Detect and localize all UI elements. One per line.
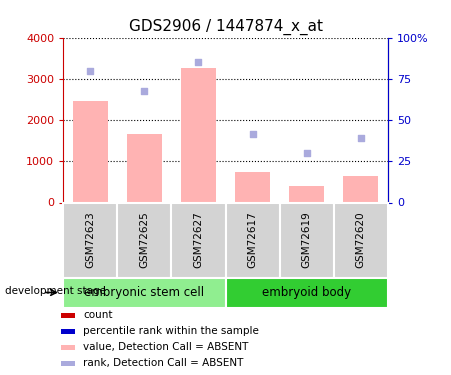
Bar xyxy=(289,186,324,202)
Bar xyxy=(226,202,280,278)
Text: embryonic stem cell: embryonic stem cell xyxy=(84,286,204,299)
Text: GSM72623: GSM72623 xyxy=(85,211,95,268)
Bar xyxy=(181,68,216,203)
Bar xyxy=(226,278,388,308)
Bar xyxy=(63,202,117,278)
Bar xyxy=(61,329,75,334)
Bar xyxy=(117,202,171,278)
Text: embryoid body: embryoid body xyxy=(262,286,351,299)
Point xyxy=(87,68,94,74)
Text: value, Detection Call = ABSENT: value, Detection Call = ABSENT xyxy=(83,342,249,352)
Text: count: count xyxy=(83,310,113,321)
Bar xyxy=(280,202,334,278)
Text: development stage: development stage xyxy=(5,286,106,296)
Bar xyxy=(235,172,270,202)
Bar xyxy=(61,313,75,318)
Point xyxy=(195,59,202,65)
Point xyxy=(249,132,256,138)
Bar xyxy=(334,202,388,278)
Text: rank, Detection Call = ABSENT: rank, Detection Call = ABSENT xyxy=(83,358,244,368)
Point xyxy=(357,135,364,141)
Text: percentile rank within the sample: percentile rank within the sample xyxy=(83,326,259,336)
Text: GSM72620: GSM72620 xyxy=(356,211,366,268)
Bar xyxy=(73,102,108,202)
Bar xyxy=(63,278,226,308)
Bar xyxy=(343,176,378,202)
Text: GSM72625: GSM72625 xyxy=(139,211,149,268)
Title: GDS2906 / 1447874_x_at: GDS2906 / 1447874_x_at xyxy=(129,18,322,35)
Text: GSM72617: GSM72617 xyxy=(248,211,258,268)
Text: GSM72619: GSM72619 xyxy=(302,211,312,268)
Bar xyxy=(171,202,226,278)
Bar xyxy=(127,135,162,202)
Bar xyxy=(61,361,75,366)
Text: GSM72627: GSM72627 xyxy=(193,211,203,268)
Bar xyxy=(61,345,75,350)
Point xyxy=(141,88,148,94)
Point xyxy=(303,150,310,156)
